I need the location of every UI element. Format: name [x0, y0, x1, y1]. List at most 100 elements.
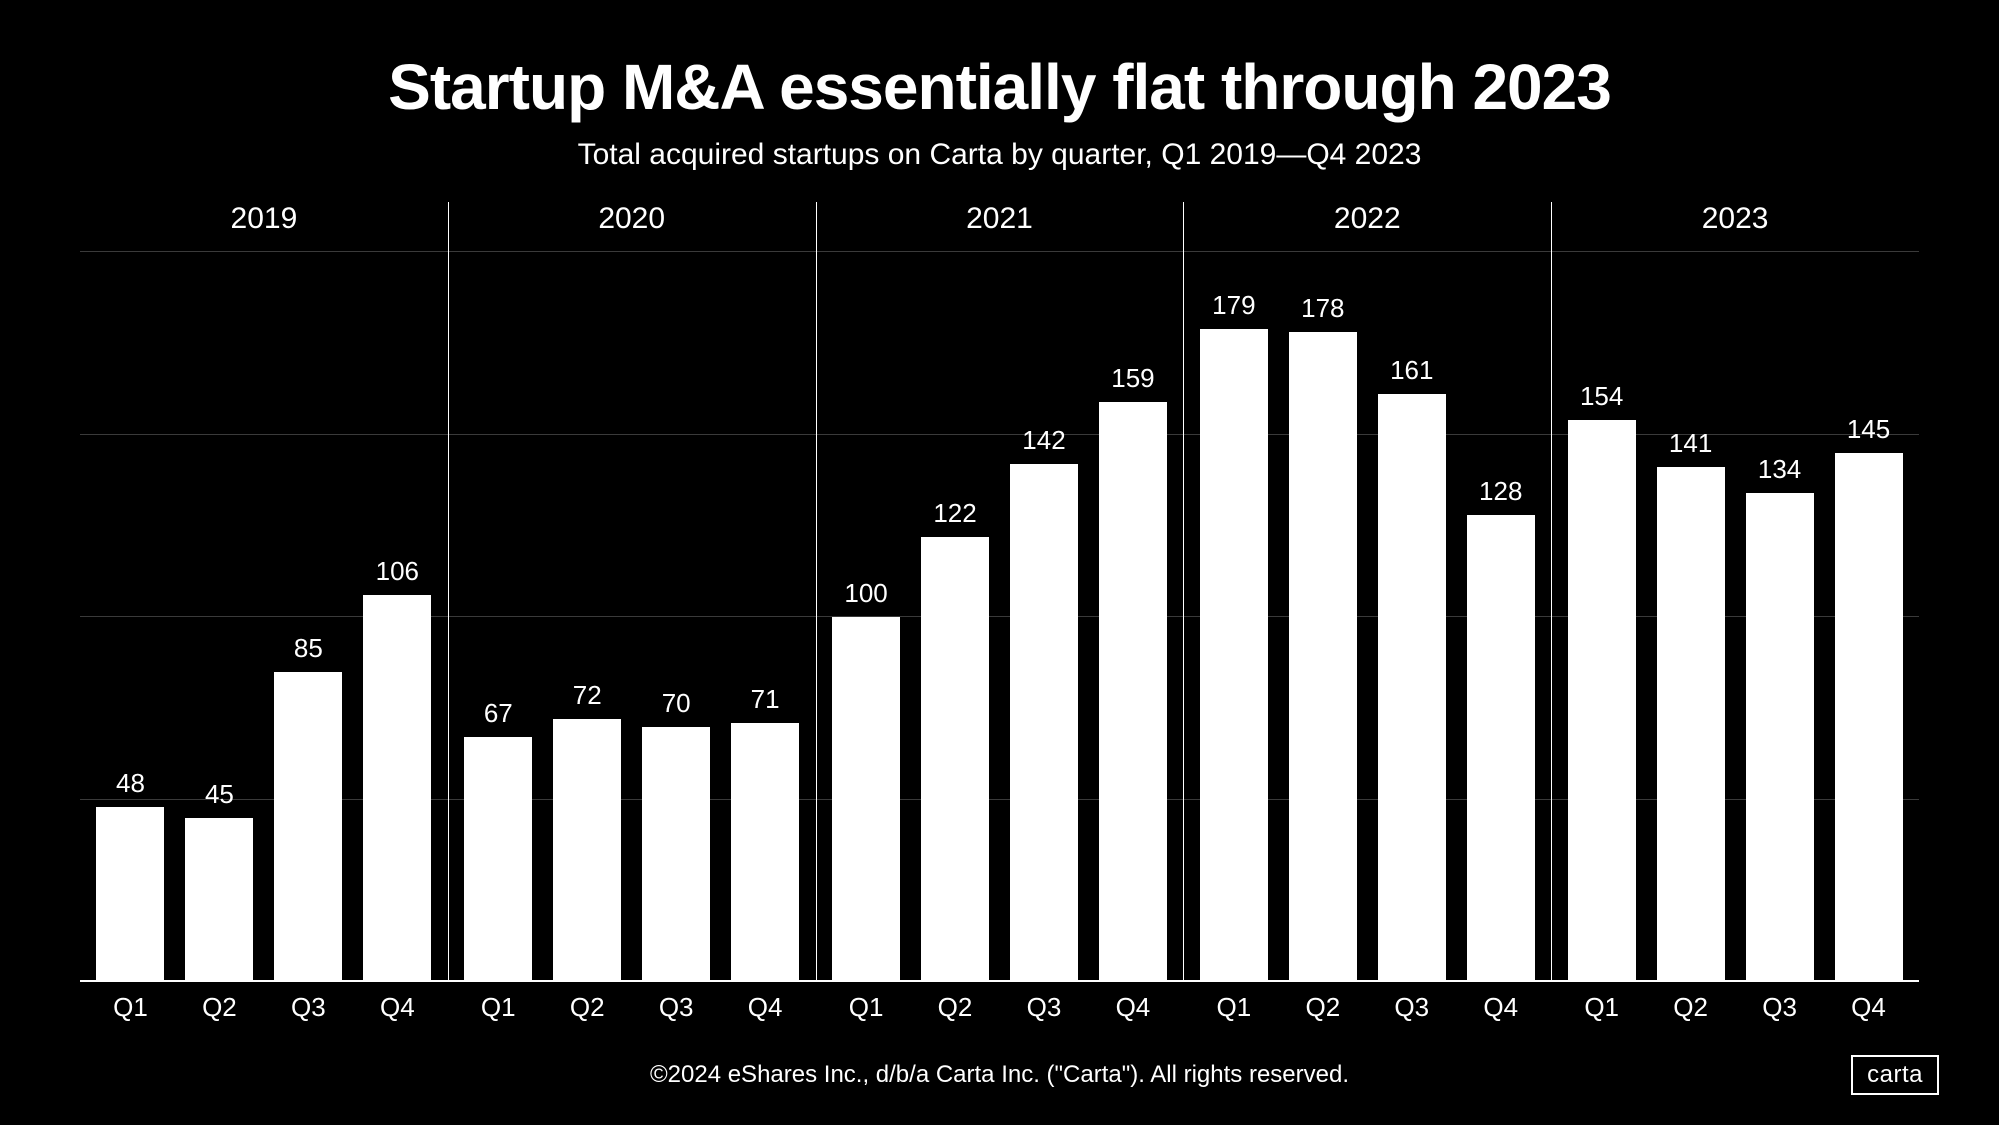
bar-column: 122	[911, 252, 1000, 982]
bar	[1835, 453, 1903, 982]
chart-subtitle: Total acquired startups on Carta by quar…	[80, 138, 1919, 172]
year-label: 2022	[1183, 202, 1551, 252]
year-group: 179 178 161 128	[1183, 252, 1551, 982]
year-group: 100 122 142 159	[816, 252, 1184, 982]
x-axis-label: Q1	[454, 982, 543, 1032]
bar-column: 106	[353, 252, 442, 982]
bar	[1010, 464, 1078, 982]
chart-container: Startup M&A essentially flat through 202…	[0, 0, 1999, 1125]
bar	[363, 595, 431, 982]
x-axis-label: Q2	[1646, 982, 1735, 1032]
bar-value-label: 106	[376, 556, 419, 587]
bar-column: 134	[1735, 252, 1824, 982]
bar	[96, 807, 164, 982]
year-separator	[448, 202, 449, 982]
x-axis-label: Q4	[1824, 982, 1913, 1032]
bar	[1568, 420, 1636, 982]
year-label: 2023	[1551, 202, 1919, 252]
bar-value-label: 122	[933, 498, 976, 529]
bar	[464, 737, 532, 982]
bar	[274, 672, 342, 982]
bar-value-label: 134	[1758, 454, 1801, 485]
x-axis-label: Q3	[632, 982, 721, 1032]
bar-value-label: 145	[1847, 414, 1890, 445]
x-axis-label: Q4	[721, 982, 810, 1032]
bar-value-label: 141	[1669, 428, 1712, 459]
bar-column: 67	[454, 252, 543, 982]
bar-value-label: 142	[1022, 425, 1065, 456]
bar	[1200, 329, 1268, 982]
x-axis-label: Q4	[1088, 982, 1177, 1032]
footer-copyright: ©2024 eShares Inc., d/b/a Carta Inc. ("C…	[0, 1061, 1999, 1089]
x-group: Q1Q2Q3Q4	[448, 982, 816, 1032]
year-label: 2019	[80, 202, 448, 252]
bar	[1289, 332, 1357, 982]
chart-area: 20192020202120222023 48 45 85 106 67 72 70 71 10…	[80, 202, 1919, 1032]
bar-value-label: 159	[1111, 363, 1154, 394]
bar-value-label: 128	[1479, 476, 1522, 507]
bar	[1099, 402, 1167, 982]
year-labels-row: 20192020202120222023	[80, 202, 1919, 252]
year-separator	[1183, 202, 1184, 982]
x-axis-label: Q3	[1735, 982, 1824, 1032]
bar-value-label: 179	[1212, 290, 1255, 321]
bar	[832, 617, 900, 982]
bar	[1467, 515, 1535, 982]
x-axis-label: Q4	[353, 982, 442, 1032]
bar-value-label: 100	[844, 578, 887, 609]
x-axis-label: Q3	[1000, 982, 1089, 1032]
x-axis-label: Q1	[822, 982, 911, 1032]
bar	[921, 537, 989, 982]
bar-value-label: 71	[751, 684, 780, 715]
bar-column: 71	[721, 252, 810, 982]
x-axis-label: Q4	[1456, 982, 1545, 1032]
x-group: Q1Q2Q3Q4	[1551, 982, 1919, 1032]
bar-column: 178	[1278, 252, 1367, 982]
year-group: 48 45 85 106	[80, 252, 448, 982]
bar	[642, 727, 710, 983]
bar-value-label: 48	[116, 768, 145, 799]
bar-value-label: 178	[1301, 293, 1344, 324]
x-axis-label: Q2	[911, 982, 1000, 1032]
year-separator	[816, 202, 817, 982]
x-axis-label: Q3	[1367, 982, 1456, 1032]
carta-logo: carta	[1851, 1055, 1939, 1095]
chart-title: Startup M&A essentially flat through 202…	[80, 50, 1919, 124]
bar-value-label: 67	[484, 698, 513, 729]
bar-value-label: 72	[573, 680, 602, 711]
bar-column: 145	[1824, 252, 1913, 982]
bar-column: 141	[1646, 252, 1735, 982]
x-axis-label: Q1	[1189, 982, 1278, 1032]
bar-column: 48	[86, 252, 175, 982]
x-axis-label: Q3	[264, 982, 353, 1032]
bar-column: 70	[632, 252, 721, 982]
year-label: 2020	[448, 202, 816, 252]
x-axis-label: Q1	[1557, 982, 1646, 1032]
bar-column: 45	[175, 252, 264, 982]
bar-value-label: 154	[1580, 381, 1623, 412]
x-axis-label: Q2	[175, 982, 264, 1032]
bars-area: 48 45 85 106 67 72 70 71 100 122 142 159 179 178 161 12…	[80, 252, 1919, 982]
bar	[1378, 394, 1446, 982]
bar	[731, 723, 799, 982]
x-group: Q1Q2Q3Q4	[80, 982, 448, 1032]
bar-column: 179	[1189, 252, 1278, 982]
bar	[185, 818, 253, 982]
bar	[1657, 467, 1725, 982]
x-group: Q1Q2Q3Q4	[1183, 982, 1551, 1032]
bar-value-label: 85	[294, 633, 323, 664]
x-axis-labels: Q1Q2Q3Q4Q1Q2Q3Q4Q1Q2Q3Q4Q1Q2Q3Q4Q1Q2Q3Q4	[80, 982, 1919, 1032]
bar-column: 72	[543, 252, 632, 982]
bar-column: 161	[1367, 252, 1456, 982]
bar-column: 159	[1088, 252, 1177, 982]
bar-column: 128	[1456, 252, 1545, 982]
x-axis-label: Q2	[543, 982, 632, 1032]
bar	[1746, 493, 1814, 982]
x-group: Q1Q2Q3Q4	[816, 982, 1184, 1032]
bar-column: 142	[1000, 252, 1089, 982]
year-label: 2021	[816, 202, 1184, 252]
bar-value-label: 45	[205, 779, 234, 810]
bar-column: 100	[822, 252, 911, 982]
x-axis-label: Q2	[1278, 982, 1367, 1032]
bar-value-label: 70	[662, 688, 691, 719]
